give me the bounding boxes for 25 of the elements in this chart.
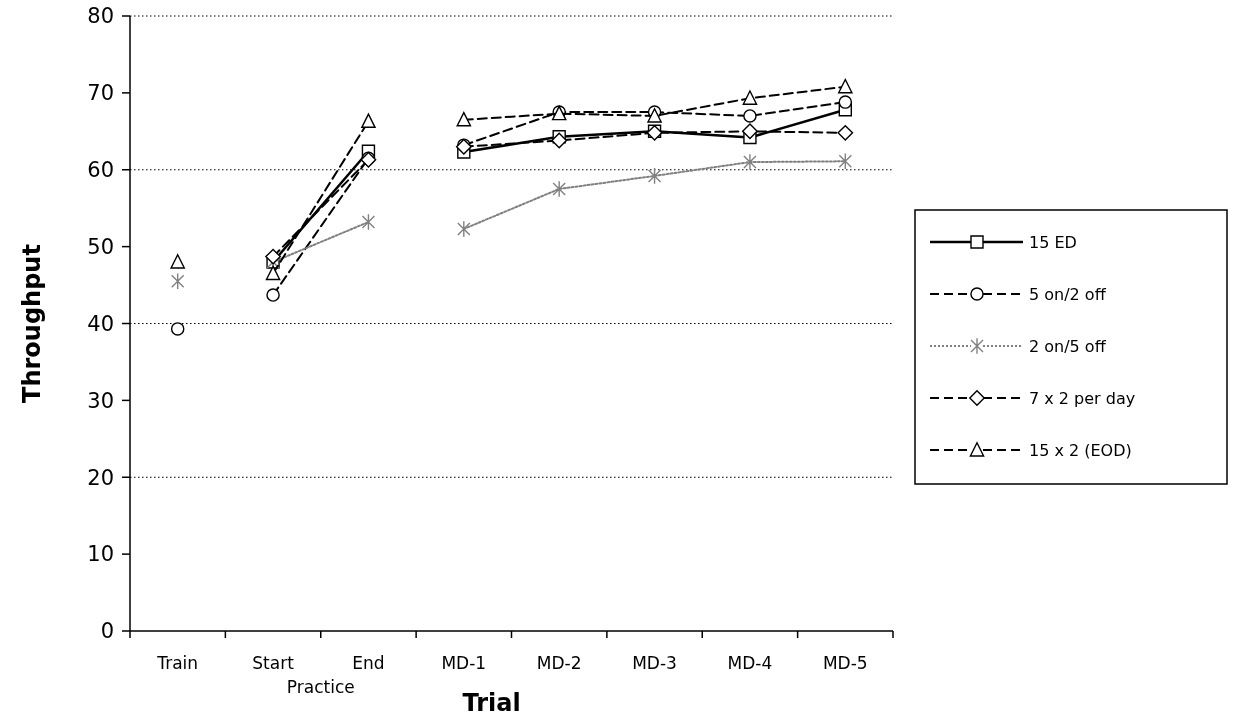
x-tick-label: End bbox=[352, 653, 385, 673]
x-tick-label: Train bbox=[156, 653, 199, 673]
y-tick-label: 40 bbox=[87, 311, 114, 336]
y-tick-label: 0 bbox=[100, 619, 114, 644]
y-tick-label: 20 bbox=[87, 465, 114, 490]
legend-label: 5 on/2 off bbox=[1029, 284, 1107, 304]
legend-label: 2 on/5 off bbox=[1029, 336, 1107, 356]
legend-label: 15 x 2 (EOD) bbox=[1029, 440, 1132, 460]
y-tick-label: 80 bbox=[87, 4, 114, 29]
y-axis-title: Throughput bbox=[18, 244, 46, 403]
x-tick-label: MD-2 bbox=[536, 653, 582, 673]
y-tick-label: 30 bbox=[87, 388, 114, 413]
y-tick-label: 70 bbox=[87, 81, 114, 106]
y-tick-label: 10 bbox=[87, 542, 114, 567]
x-tick-label: MD-4 bbox=[727, 653, 773, 673]
x-axis-title: Trial bbox=[462, 689, 521, 717]
x-tick-label: Start bbox=[252, 653, 295, 673]
y-tick-label: 50 bbox=[87, 234, 114, 259]
legend-label: 15 ED bbox=[1029, 232, 1077, 252]
x-tick-label: MD-5 bbox=[822, 653, 868, 673]
x-tick-label: MD-1 bbox=[441, 653, 487, 673]
y-tick-label: 60 bbox=[87, 158, 114, 183]
x-tick-label: MD-3 bbox=[632, 653, 677, 673]
legend-label: 7 x 2 per day bbox=[1029, 388, 1136, 408]
text: Practice bbox=[286, 677, 355, 697]
